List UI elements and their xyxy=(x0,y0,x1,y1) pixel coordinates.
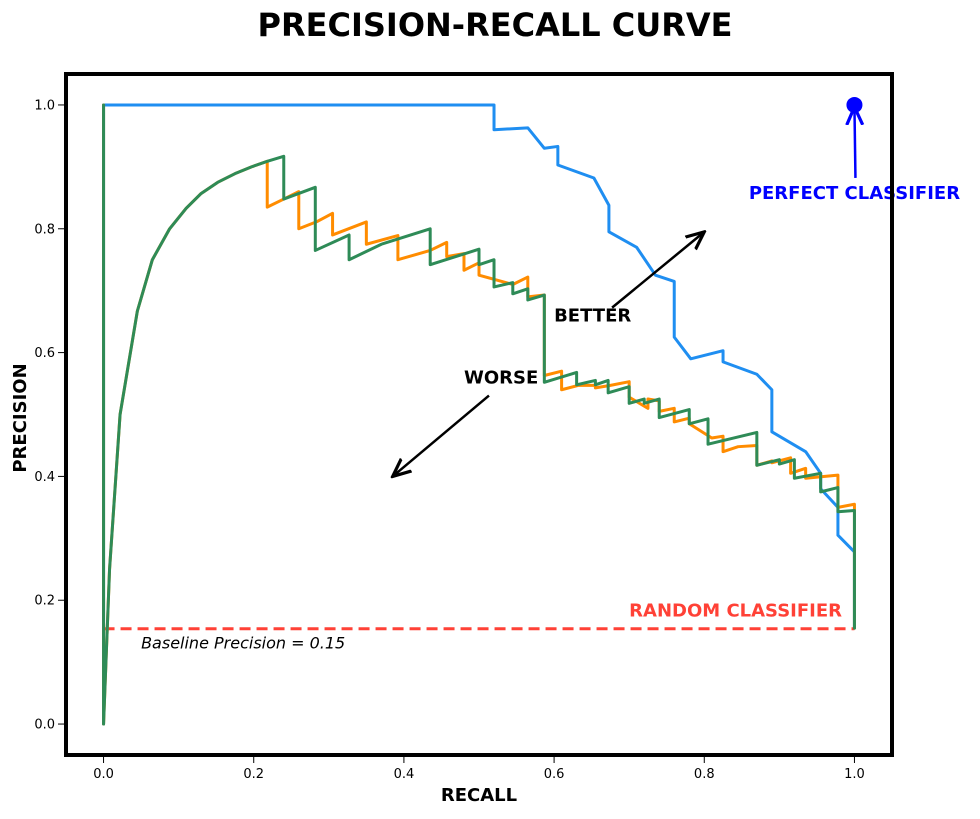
plot-area: 0.0 0.2 0.4 0.6 0.8 1.0 0.0 0.2 0.4 0.6 0.8 1.0 PERF… xyxy=(34,96,960,782)
y-tick-label: 0.8 xyxy=(34,222,55,237)
plot-frame xyxy=(64,72,894,757)
annotation-worse-label: WORSE xyxy=(464,368,538,389)
x-tick-label: 0.8 xyxy=(694,767,715,782)
x-tick-label: 1.0 xyxy=(844,767,865,782)
annotation-better-arrow xyxy=(611,232,704,309)
y-tick-label: 0.2 xyxy=(34,594,55,609)
annotation-worse-arrow xyxy=(393,394,490,477)
x-tick-label: 0.4 xyxy=(394,767,415,782)
perfect-classifier-arrow xyxy=(854,107,855,178)
y-tick-label: 0.0 xyxy=(34,718,55,733)
perfect-classifier-label: PERFECT CLASSIFIER xyxy=(749,183,960,204)
y-tick-label: 0.4 xyxy=(34,470,55,485)
x-tick-label: 0.2 xyxy=(243,767,264,782)
orange-curve-line xyxy=(102,103,856,726)
chart-title: PRECISION-RECALL CURVE xyxy=(258,6,733,44)
annotation-better-label: BETTER xyxy=(554,306,631,327)
y-tick-label: 0.6 xyxy=(34,346,55,361)
green-curve-line xyxy=(102,103,856,726)
baseline-caption: Baseline Precision = 0.15 xyxy=(141,634,345,653)
x-tick-label: 0.6 xyxy=(544,767,565,782)
x-axis-label: RECALL xyxy=(441,785,517,806)
random-classifier-label: RANDOM CLASSIFIER xyxy=(629,601,842,622)
y-axis-label: PRECISION xyxy=(10,363,31,472)
blue-curve-line xyxy=(102,103,856,726)
y-tick-label: 1.0 xyxy=(34,98,55,113)
x-tick-label: 0.0 xyxy=(93,767,114,782)
